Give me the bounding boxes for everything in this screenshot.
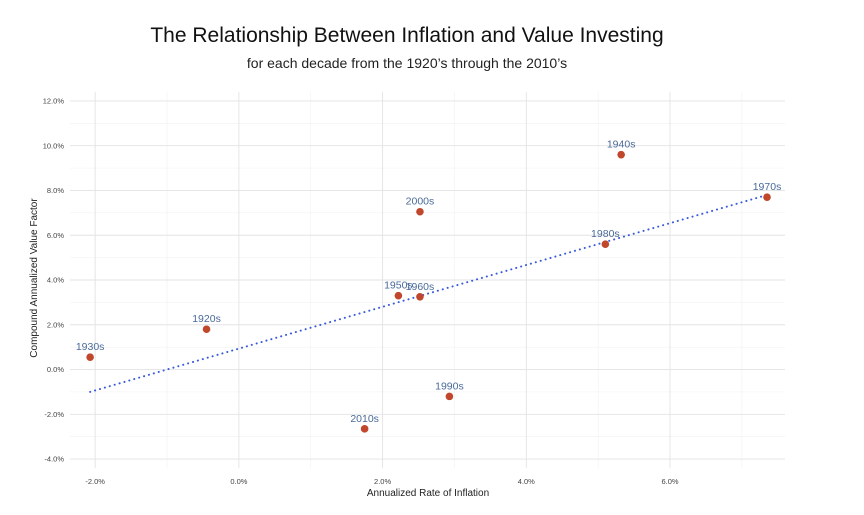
- data-point-1990s: [445, 392, 454, 401]
- y-tick-label: -2.0%: [44, 410, 64, 419]
- x-axis-label: Annualized Rate of Inflation: [367, 488, 489, 499]
- data-label-1940s: 1940s: [607, 139, 636, 151]
- data-point-1980s: [601, 240, 610, 248]
- data-points: [86, 150, 771, 433]
- y-tick-label: 0.0%: [47, 365, 64, 374]
- y-tick-label: 12.0%: [43, 97, 65, 106]
- data-point-1930s: [86, 353, 94, 362]
- y-tick-label: -4.0%: [44, 455, 64, 464]
- data-label-1970s: 1970s: [753, 181, 782, 193]
- data-label-2000s: 2000s: [406, 196, 435, 208]
- data-label-2010s: 2010s: [350, 413, 379, 425]
- data-label-1990s: 1990s: [435, 380, 464, 392]
- data-label-1960s: 1960s: [406, 281, 435, 293]
- y-tick-label: 4.0%: [47, 276, 64, 285]
- data-point-1950s: [394, 291, 403, 300]
- y-tick-label: 10.0%: [43, 141, 65, 150]
- y-tick-label: 2.0%: [47, 320, 64, 329]
- x-tick-label: 6.0%: [661, 477, 678, 486]
- data-label-1920s: 1920s: [192, 313, 221, 325]
- x-tick-label: 2.0%: [374, 477, 391, 486]
- x-axis-ticks: -2.0% 0.0% 2.0% 4.0% 6.0%: [85, 477, 679, 486]
- data-point-1960s: [416, 292, 424, 301]
- chart-title: The Relationship Between Inflation and V…: [150, 24, 663, 47]
- trendline: [89, 193, 769, 393]
- x-tick-label: -2.0%: [85, 477, 105, 486]
- x-tick-label: 4.0%: [518, 477, 535, 486]
- y-tick-label: 6.0%: [47, 231, 64, 240]
- data-point-1920s: [202, 325, 211, 334]
- x-tick-label: 0.0%: [230, 477, 247, 486]
- data-label-1950s: 1950s: [384, 280, 413, 292]
- data-label-1980s: 1980s: [591, 228, 620, 240]
- data-point-2010s: [360, 425, 369, 433]
- data-point-1940s: [617, 150, 625, 159]
- trendline-layer: [89, 193, 769, 393]
- gridlines: [70, 92, 785, 468]
- data-label-1930s: 1930s: [76, 341, 105, 353]
- y-axis-ticks: -4.0% -2.0% 0.0% 2.0% 4.0% 6.0% 8.0% 10.0% 12.0%: [43, 97, 65, 464]
- data-point-2000s: [416, 207, 424, 216]
- y-tick-label: 8.0%: [47, 186, 64, 195]
- y-axis-label: Compound Annualized Value Factor: [29, 198, 40, 358]
- data-point-1970s: [763, 193, 771, 201]
- chart-subtitle: for each decade from the 1920’s through …: [247, 55, 567, 71]
